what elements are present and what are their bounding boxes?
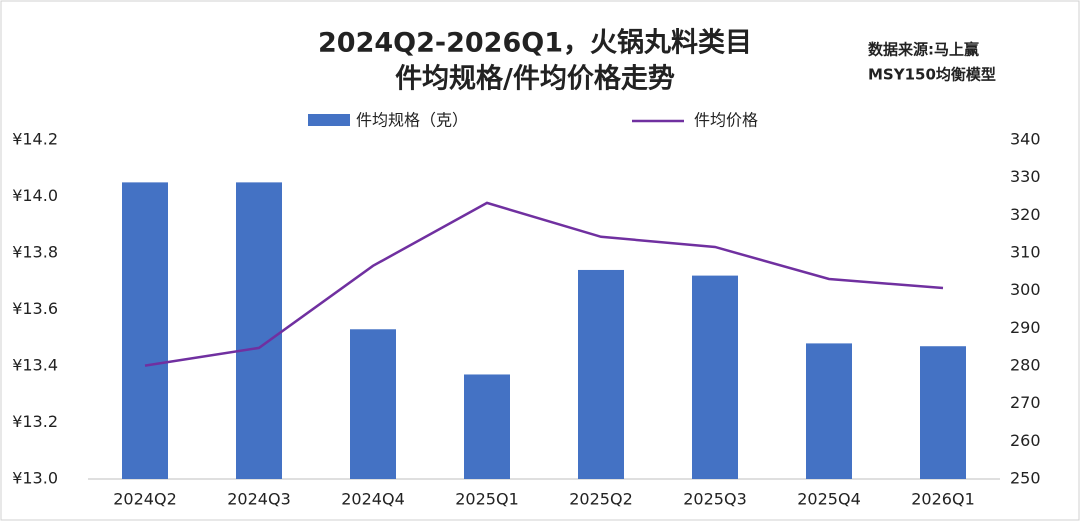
bar <box>236 182 282 479</box>
y2-tick-label: 310 <box>1010 243 1041 262</box>
y-tick-label: ¥14.2 <box>12 130 58 149</box>
y-tick-label: ¥13.2 <box>12 412 58 431</box>
line <box>144 201 944 367</box>
y-tick-label: ¥14.0 <box>12 186 58 205</box>
legend-label: 件均价格 <box>694 111 758 130</box>
y2-tick-label: 340 <box>1010 130 1041 149</box>
y-tick-label: ¥13.6 <box>12 299 58 318</box>
bar <box>692 275 738 479</box>
x-tick-label: 2024Q3 <box>227 490 291 509</box>
x-tick-label: 2025Q4 <box>797 490 861 509</box>
bar <box>350 329 396 479</box>
x-tick-label: 2025Q2 <box>569 490 633 509</box>
x-tick-label: 2024Q4 <box>341 490 405 509</box>
y2-tick-label: 280 <box>1010 356 1041 375</box>
y2-tick-label: 320 <box>1010 205 1041 224</box>
y2-tick-label: 300 <box>1010 280 1041 299</box>
bar <box>464 374 510 479</box>
y2-tick-label: 330 <box>1010 167 1041 186</box>
source-note: MSY150均衡模型 <box>868 66 996 84</box>
y-tick-label: ¥13.8 <box>12 243 58 262</box>
x-tick-label: 2024Q2 <box>113 490 177 509</box>
bar <box>578 269 624 479</box>
y2-tick-label: 270 <box>1010 393 1041 412</box>
bar <box>806 343 852 479</box>
y-tick-label: ¥13.4 <box>12 356 58 375</box>
legend-label: 件均规格（克） <box>356 111 468 130</box>
y-tick-label: ¥13.0 <box>12 469 58 488</box>
legend-swatch <box>308 114 350 126</box>
y2-tick-label: 290 <box>1010 318 1041 337</box>
x-tick-label: 2025Q3 <box>683 490 747 509</box>
source-note: 数据来源:马上赢 <box>868 41 979 59</box>
bar <box>920 346 966 479</box>
y2-tick-label: 260 <box>1010 431 1041 450</box>
bar <box>122 182 168 479</box>
chart-title: 2024Q2-2026Q1，火锅丸料类目 <box>318 28 752 59</box>
y2-tick-label: 250 <box>1010 469 1041 488</box>
x-tick-label: 2025Q1 <box>455 490 519 509</box>
chart-title: 件均规格/件均价格走势 <box>395 64 675 95</box>
x-tick-label: 2026Q1 <box>911 490 975 509</box>
